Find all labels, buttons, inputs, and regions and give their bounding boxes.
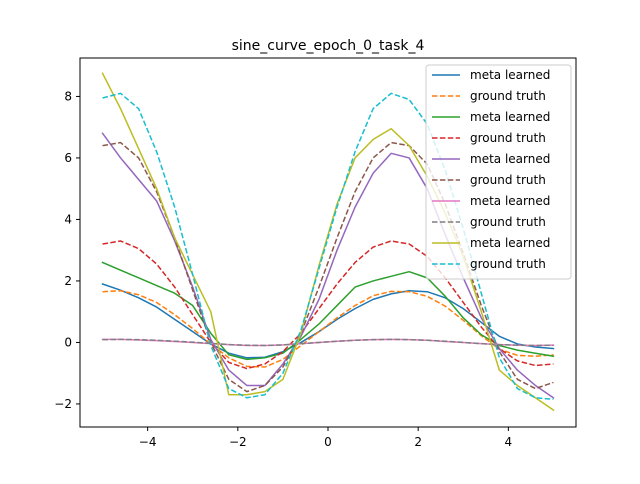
x-tick-label: 2 [414, 435, 422, 449]
legend: meta learned ground truth meta learned grou… [425, 64, 572, 280]
chart-title: sine_curve_epoch_0_task_4 [232, 38, 425, 54]
x-axis: −4 −2 0 2 4 [139, 427, 512, 449]
legend-entry: meta learned [432, 194, 550, 208]
x-tick-label: −2 [229, 435, 247, 449]
y-tick-label: −2 [54, 397, 72, 411]
y-tick-label: 4 [64, 212, 72, 226]
y-tick-label: 8 [64, 89, 72, 103]
legend-label: ground truth [470, 173, 546, 187]
legend-entry: ground truth [432, 257, 546, 271]
y-tick-label: 6 [64, 151, 72, 165]
series-line-6 [102, 141, 554, 393]
series-line-9 [101, 72, 555, 412]
y-tick-label: 2 [64, 274, 72, 288]
y-axis: −2 0 2 4 6 8 [54, 89, 80, 411]
x-tick-label: −4 [139, 435, 157, 449]
x-tick-label: 0 [324, 435, 332, 449]
legend-entry: meta learned [432, 236, 550, 250]
legend-label: ground truth [470, 131, 546, 145]
legend-label: ground truth [470, 89, 546, 103]
x-tick-label: 4 [505, 435, 513, 449]
legend-entry: ground truth [432, 215, 546, 229]
legend-label: meta learned [470, 110, 550, 124]
legend-label: ground truth [470, 257, 546, 271]
series-layer [101, 72, 555, 412]
series-line-2 [102, 290, 554, 368]
series-line-8 [102, 338, 554, 347]
legend-entry: meta learned [432, 68, 550, 82]
y-tick-label: 0 [64, 335, 72, 349]
series-line-10 [102, 92, 554, 401]
series-line-5 [101, 132, 555, 399]
legend-box [425, 64, 572, 280]
legend-label: meta learned [470, 194, 550, 208]
legend-label: meta learned [470, 236, 550, 250]
legend-entry: meta learned [432, 110, 550, 124]
legend-entry: ground truth [432, 173, 546, 187]
legend-entry: ground truth [432, 131, 546, 145]
series-line-3 [101, 261, 555, 361]
legend-entry: meta learned [432, 152, 550, 166]
legend-label: ground truth [470, 215, 546, 229]
series-line-4 [102, 240, 554, 370]
legend-label: meta learned [470, 152, 550, 166]
legend-entry: ground truth [432, 89, 546, 103]
legend-label: meta learned [470, 68, 550, 82]
